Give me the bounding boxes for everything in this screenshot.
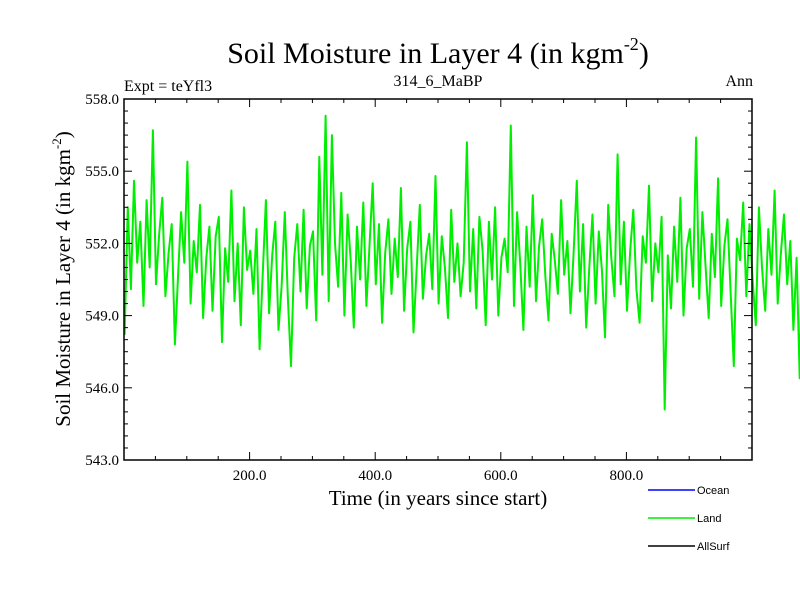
subtitle-right: Ann <box>725 73 753 90</box>
subtitle-left: Expt = teYfl3 <box>124 78 212 95</box>
y-tick-label: 552.0 <box>85 236 119 252</box>
y-axis: 543.0 546.0 549.0 552.0 555.0 558.0 <box>85 92 752 469</box>
y-tick-label: 546.0 <box>85 381 119 397</box>
subtitle-center: 314_6_MaBP <box>394 73 483 90</box>
chart-title-text: Soil Moisture in Layer 4 (in kgm <box>227 37 624 70</box>
chart-title: Soil Moisture in Layer 4 (in kgm-2) <box>227 34 649 70</box>
y-axis-label: Soil Moisture in Layer 4 (in kgm-2) <box>49 131 75 426</box>
x-axis: 200.0 400.0 600.0 800.0 <box>154 99 722 484</box>
y-tick-label: 549.0 <box>85 309 119 325</box>
series-line-land <box>123 114 800 411</box>
x-tick-label: 400.0 <box>358 468 392 484</box>
x-tick-label: 200.0 <box>233 468 267 484</box>
y-axis-label-text: Soil Moisture in Layer 4 (in kgm <box>51 149 75 427</box>
y-axis-label-close: ) <box>51 131 75 138</box>
chart-title-superscript: -2 <box>624 34 639 54</box>
legend-label-allsurf: AllSurf <box>697 541 730 553</box>
y-tick-label: 543.0 <box>85 453 119 469</box>
legend-label-ocean: Ocean <box>697 485 729 497</box>
x-axis-label: Time (in years since start) <box>329 486 548 510</box>
y-tick-label: 558.0 <box>85 92 119 108</box>
y-tick-label: 555.0 <box>85 164 119 180</box>
legend: Ocean Land AllSurf <box>648 485 730 553</box>
legend-label-land: Land <box>697 513 721 525</box>
y-axis-label-superscript: -2 <box>49 138 64 149</box>
chart-title-close: ) <box>639 37 649 70</box>
x-tick-label: 600.0 <box>484 468 518 484</box>
x-tick-label: 800.0 <box>610 468 644 484</box>
plot-area <box>123 98 800 461</box>
